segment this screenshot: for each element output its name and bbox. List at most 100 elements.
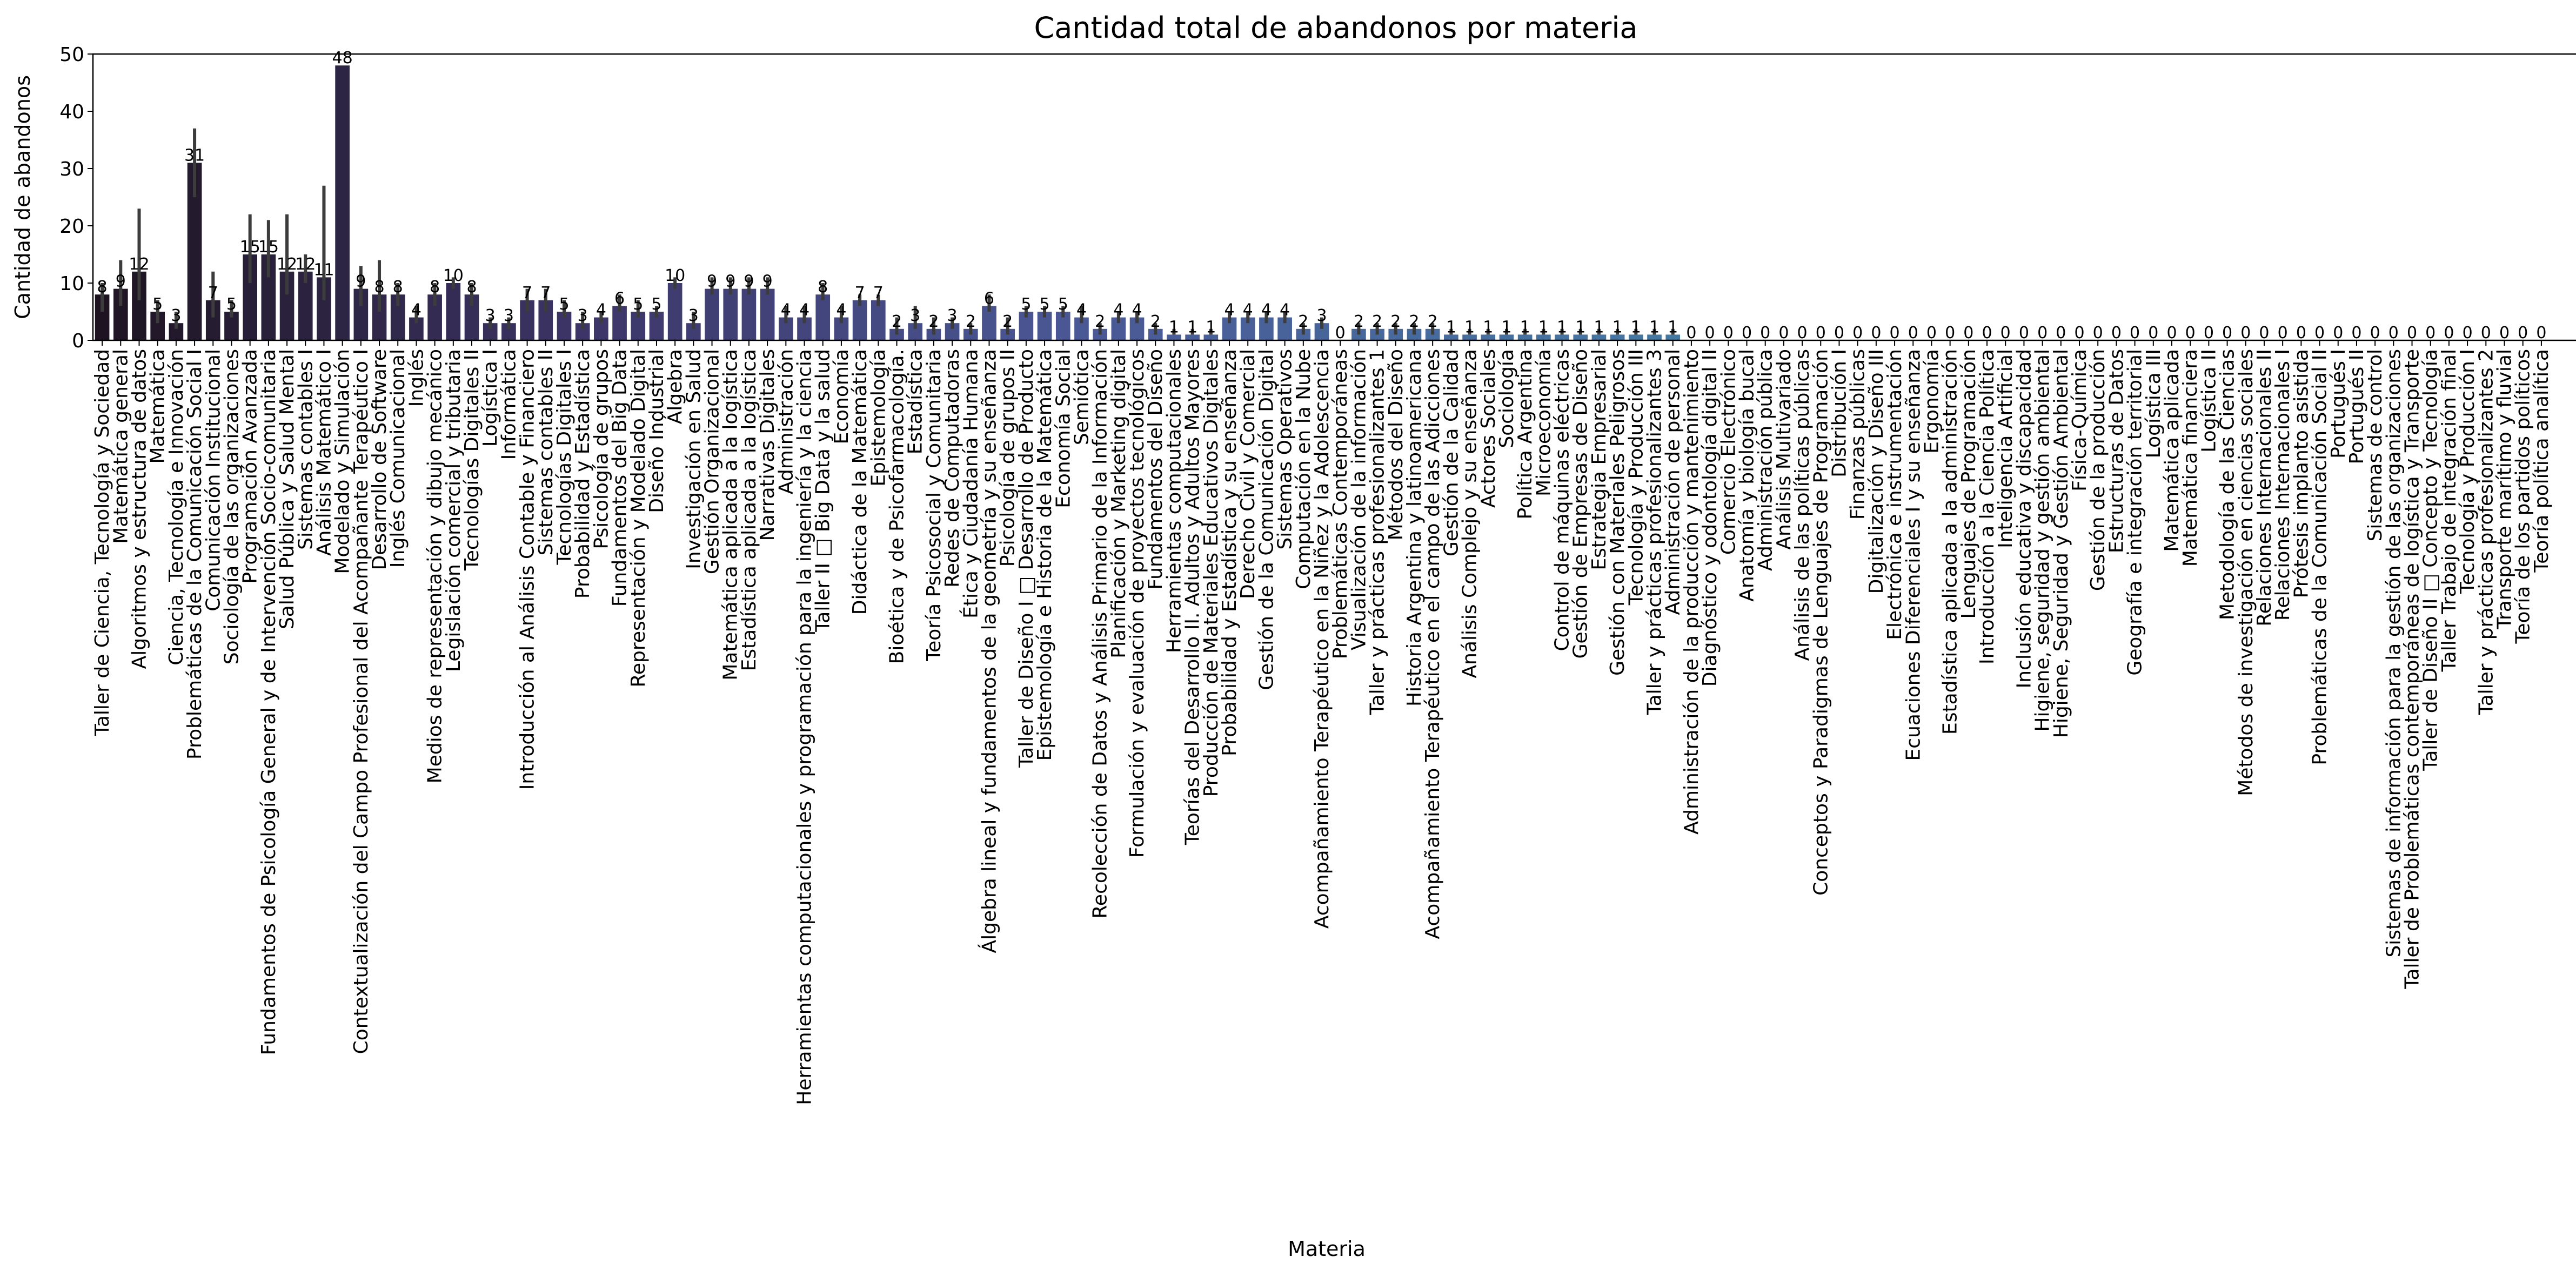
- bar-value-label: 4: [1280, 301, 1290, 320]
- bar-value-label: 0: [2425, 324, 2436, 342]
- bar-value-label: 5: [1040, 295, 1050, 314]
- x-tick-label: Representación y Modelado Digital: [627, 349, 650, 688]
- x-tick-label: Electrónica e instrumentación: [1884, 349, 1906, 640]
- bar-value-label: 9: [356, 272, 366, 291]
- x-tick-label: Política Argentina: [1514, 349, 1536, 519]
- x-tick-label: Economía Social: [1052, 349, 1074, 508]
- bar-value-label: 0: [2056, 324, 2066, 342]
- x-tick-label: Portugués I: [2327, 349, 2350, 459]
- bar-value-label: 2: [1095, 312, 1105, 331]
- bar-value-label: 2: [1372, 312, 1382, 331]
- x-tick-label: Sociología: [1496, 349, 1518, 448]
- x-tick-label: Planificación y Marketing digital: [1108, 349, 1130, 658]
- bar-value-label: 1: [1169, 318, 1179, 337]
- x-tick-label: Análisis de las políticas públicas: [1791, 349, 1814, 661]
- bar-value-label: 0: [1778, 324, 1789, 342]
- x-tick-label: Microeconomía: [1533, 349, 1555, 496]
- bar-value-label: 8: [818, 278, 828, 297]
- x-tick-label: Análisis Complejo y su enseñanza: [1459, 349, 1481, 678]
- bar-value-label: 0: [1797, 324, 1808, 342]
- bar-value-label: 5: [651, 295, 661, 314]
- bar: [1481, 334, 1496, 340]
- x-tick-label: Relaciones Internacionales I: [2272, 349, 2294, 621]
- x-tick-label: Logística III: [2143, 349, 2165, 458]
- x-tick-label: Comercio Electrónico: [1717, 349, 1739, 555]
- bar-value-label: 1: [1631, 318, 1641, 337]
- bar-value-label: 7: [208, 284, 218, 303]
- plot-frame: [92, 53, 2576, 341]
- x-tick-label: Salud Pública y Salud Mental: [276, 349, 298, 629]
- x-tick-label: Investigación en Salud: [683, 349, 705, 569]
- x-tick-label: Gestión de la producción: [2087, 349, 2109, 591]
- bar-value-label: 3: [910, 306, 920, 325]
- x-tick-label: Estadística aplicada a la logística: [738, 349, 760, 671]
- x-tick-label: Matemática aplicada a la logística: [720, 349, 742, 681]
- x-tick-label: Gestión con Materiales Peligrosos: [1607, 349, 1629, 676]
- bar: [335, 65, 350, 340]
- x-tick-label: Matemática: [147, 349, 169, 463]
- bar-value-label: 0: [2000, 324, 2011, 342]
- bar-value-label: 2: [1390, 312, 1401, 331]
- x-tick-label: Prótesis implanto asistida: [2290, 349, 2312, 598]
- bar-value-label: 3: [947, 306, 958, 325]
- bar-value-label: 0: [1926, 324, 1937, 342]
- bar-value-label: 4: [1261, 301, 1272, 320]
- bar: [1555, 334, 1569, 340]
- y-axis-label: Cantidad de abandonos: [11, 75, 35, 319]
- x-tick-label: Geografía e integración territorial: [2124, 349, 2146, 676]
- y-tick-label: 0: [72, 330, 84, 352]
- x-tick-label: Sistemas Operativos: [1274, 349, 1296, 550]
- bar-value-label: 0: [2278, 324, 2288, 342]
- x-tick-label: Ecuaciones Diferenciales I y su enseñanz…: [1902, 349, 1924, 761]
- x-tick-label: Sistemas de control: [2364, 349, 2386, 541]
- bar-value-label: 7: [540, 284, 551, 303]
- bar-value-label: 48: [332, 49, 353, 68]
- x-tick-label: Teoría Psicosocial y Comunitaria: [923, 349, 945, 662]
- x-tick-label: Didáctica de la Matemática: [849, 349, 871, 615]
- y-tick-label: 30: [59, 158, 84, 180]
- bar: [446, 283, 461, 340]
- x-tick-label: Ciencia, Tecnología e Innovación: [165, 349, 188, 666]
- x-axis-label: Materia: [1288, 1237, 1366, 1261]
- x-tick-label: Actores Sociales: [1477, 349, 1500, 508]
- error-bars-group: [101, 128, 1675, 335]
- bar: [1628, 334, 1643, 340]
- x-tick-label: Problemáticas de la Comunicación Social …: [2309, 349, 2331, 765]
- bar-value-label: 9: [707, 272, 717, 291]
- x-tick-label: Administración de la producción y manten…: [1681, 349, 1703, 835]
- x-tick-label: Medios de representación y dibujo mecáni…: [424, 349, 446, 783]
- bar: [871, 300, 886, 340]
- x-tick-label: Probabilidad y Estadística: [572, 349, 594, 599]
- bar-value-label: 2: [892, 312, 902, 331]
- bar-value-label: 8: [430, 278, 440, 297]
- x-tick-label: Matemática financiera: [2179, 349, 2202, 567]
- bar-value-label: 7: [855, 284, 865, 303]
- bar-value-label: 4: [799, 301, 809, 320]
- bar-value-label: 2: [928, 312, 939, 331]
- bar-value-label: 0: [2222, 324, 2232, 342]
- bar-value-label: 3: [485, 306, 496, 325]
- x-tick-label: Anatomía y biología bucal: [1736, 349, 1758, 602]
- x-tick-label: Higiene, seguridad y gestión ambiental: [2032, 349, 2054, 732]
- x-tick-label: Álgebra lineal y fundamentos de la geome…: [978, 349, 1000, 953]
- bar-value-label: 4: [1132, 301, 1142, 320]
- x-tick-label: Herramientas computacionales y programac…: [794, 349, 816, 1105]
- x-tick-label: Logística II: [2198, 349, 2220, 453]
- bars-group: [95, 65, 1681, 340]
- x-tick-label: Redes de Computadoras: [941, 349, 964, 588]
- x-tick-label: Acompañamiento Terapéutico en el campo d…: [1422, 349, 1444, 939]
- x-tick-label: Análisis Matemático I: [313, 349, 335, 556]
- bar-value-label: 2: [966, 312, 976, 331]
- x-tick-label: Epistemología: [867, 349, 889, 487]
- bar-value-label: 8: [393, 278, 403, 297]
- bar-value-label: 6: [984, 289, 994, 308]
- x-tick-label: Teorías del Desarrollo II. Adultos y Adu…: [1182, 349, 1204, 845]
- bar-value-label: 0: [1871, 324, 1881, 342]
- x-tick-label: Matemática aplicada: [2161, 349, 2183, 552]
- bar-value-label: 9: [762, 272, 773, 291]
- bar-value-label: 3: [504, 306, 514, 325]
- bar-value-label: 4: [1076, 301, 1087, 320]
- bar-value-label: 1: [1594, 318, 1604, 337]
